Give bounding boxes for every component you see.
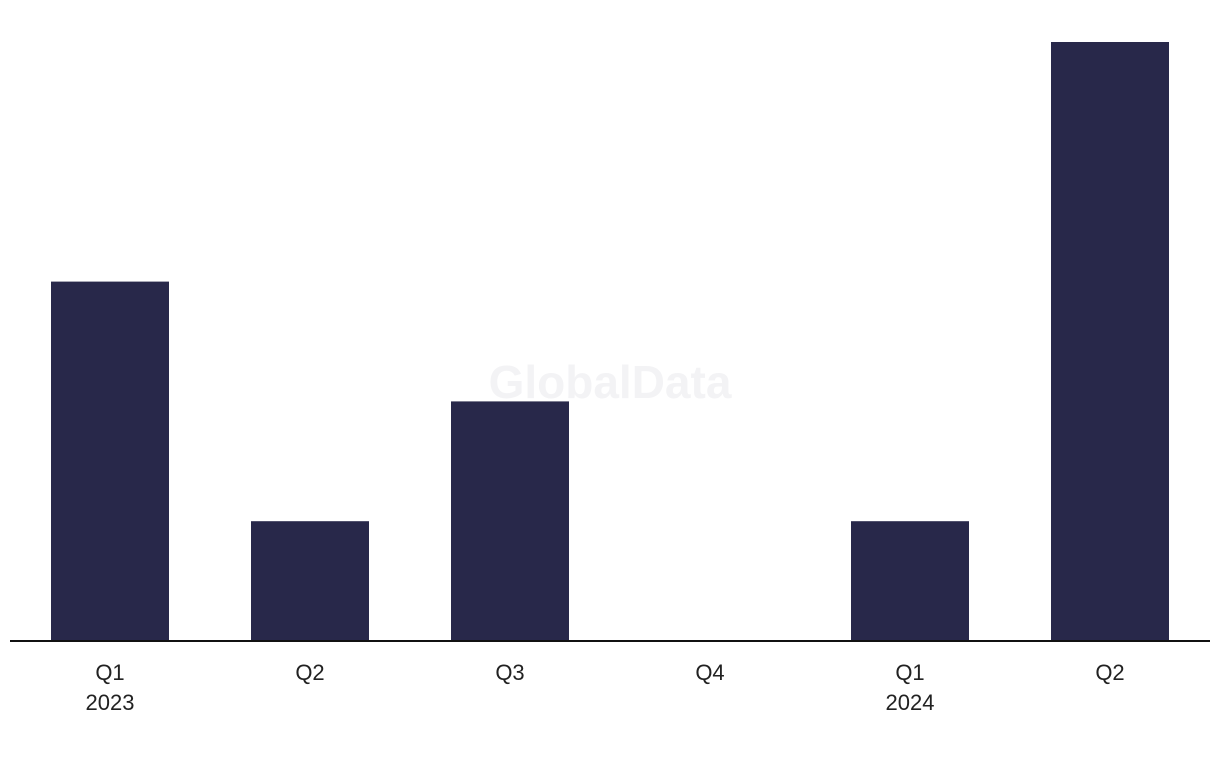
x-tick-label: Q3	[495, 660, 524, 685]
x-group-label: 2024	[886, 690, 935, 715]
bar	[251, 521, 369, 641]
x-tick-label: Q1	[95, 660, 124, 685]
bar	[51, 281, 169, 641]
bar	[451, 401, 569, 641]
bar	[1051, 42, 1169, 641]
x-tick-label: Q2	[1095, 660, 1124, 685]
x-tick-label: Q1	[895, 660, 924, 685]
x-tick-label: Q2	[295, 660, 324, 685]
x-group-label: 2023	[86, 690, 135, 715]
bar	[851, 521, 969, 641]
watermark: GlobalData	[489, 356, 732, 408]
x-tick-label: Q4	[695, 660, 724, 685]
